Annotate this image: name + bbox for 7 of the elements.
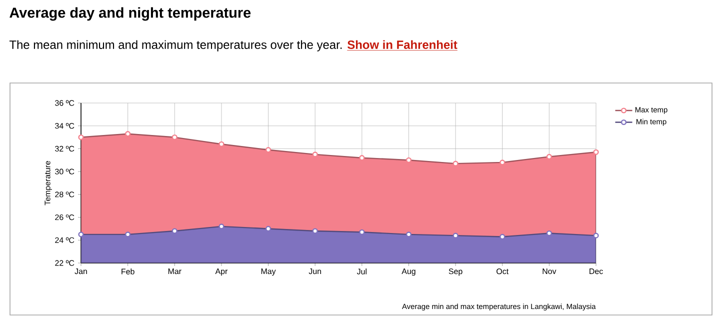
point (78, 134, 84, 140)
point (78, 232, 84, 238)
chart-subtitle: The mean minimum and maximum temperatures over the year. (9, 40, 342, 52)
point (593, 232, 599, 238)
chart-title: Average day and night temperature (10, 7, 251, 21)
point (593, 149, 599, 155)
text: Show in Fahrenheit (348, 40, 458, 49)
